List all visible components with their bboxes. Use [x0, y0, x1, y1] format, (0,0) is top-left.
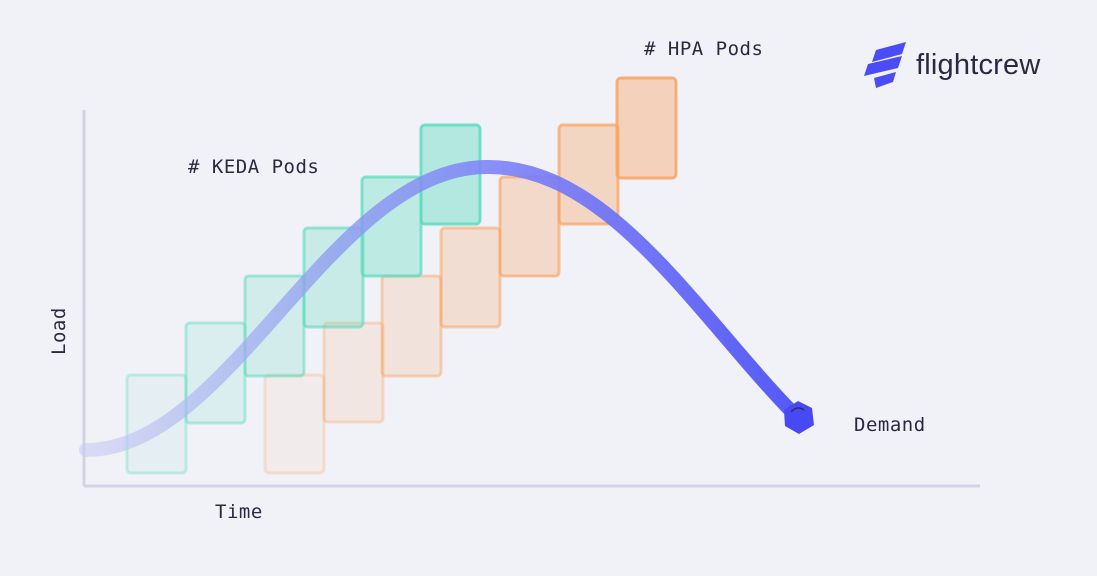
flightcrew-logo-icon [864, 42, 906, 88]
bar [439, 226, 502, 329]
bar [615, 76, 678, 180]
demand-marker-icon [784, 401, 814, 434]
demand-curve [79, 159, 805, 457]
bar [263, 373, 326, 475]
demand-label: Demand [854, 414, 926, 436]
bar [322, 321, 385, 424]
bar [498, 175, 561, 278]
bar [380, 274, 443, 378]
brand-logo: flightcrew [862, 42, 1041, 88]
axes [82, 110, 980, 488]
brand-name: flightcrew [916, 48, 1041, 81]
keda-pods-label: # KEDA Pods [188, 156, 320, 178]
y-axis-label: Load [48, 307, 70, 355]
hpa-pods-label: # HPA Pods [644, 38, 764, 60]
x-axis-label: Time [215, 501, 263, 523]
